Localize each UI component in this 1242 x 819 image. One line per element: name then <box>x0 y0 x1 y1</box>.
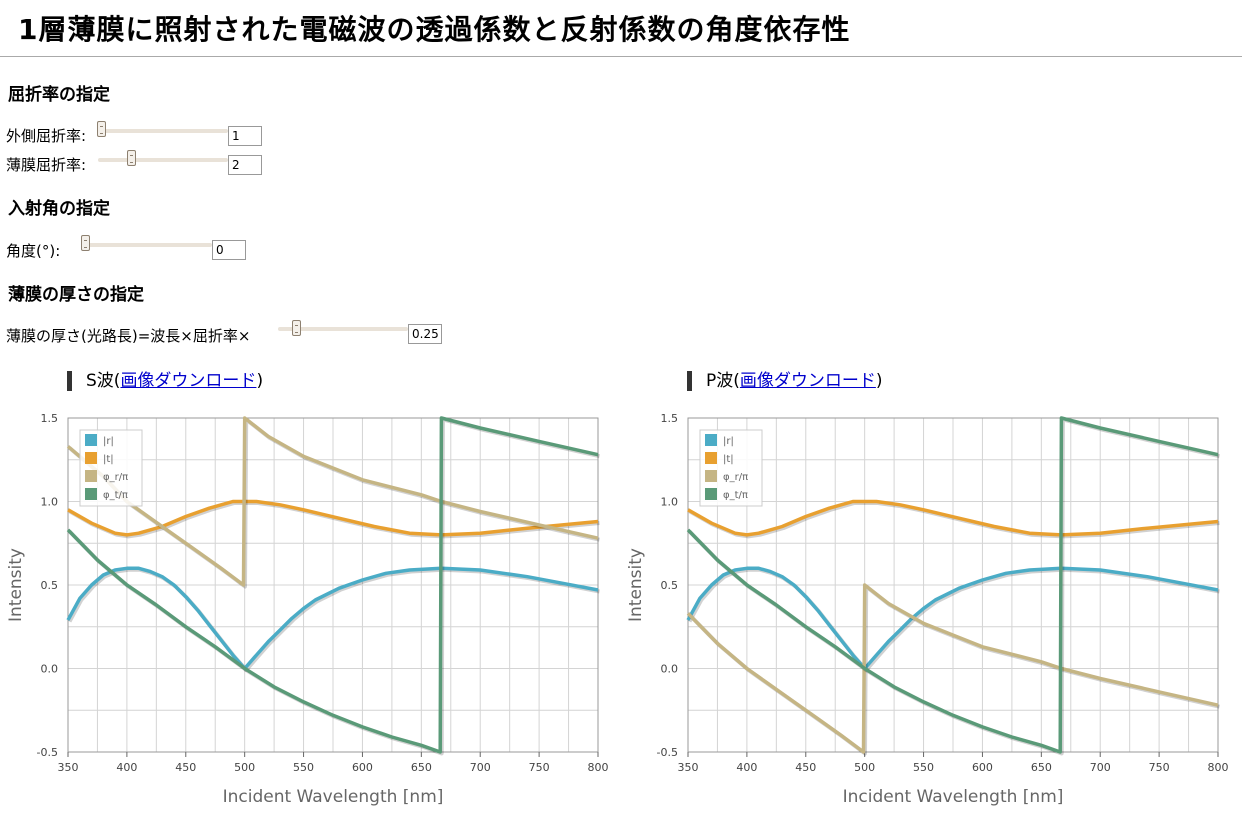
y-tick-label: 1.5 <box>661 412 679 425</box>
legend-label: |t| <box>103 454 114 465</box>
angle-label: 角度(°): <box>6 242 61 260</box>
outer-index-slider[interactable] <box>98 129 228 133</box>
y-tick-label: 0.5 <box>661 579 679 592</box>
x-tick-label: 800 <box>1208 761 1229 774</box>
plot-frame <box>67 417 599 753</box>
y-tick-label: 1.0 <box>41 496 59 509</box>
title-divider <box>0 56 1242 57</box>
thickness-input[interactable] <box>408 324 442 344</box>
x-tick-label: 550 <box>293 761 314 774</box>
y-tick-label: -0.5 <box>37 746 58 759</box>
series-shadow <box>68 417 600 589</box>
p-wave-label: P波( <box>706 371 740 391</box>
legend-label: φ_r/π <box>103 472 128 483</box>
film-index-label: 薄膜屈折率: <box>6 156 87 174</box>
y-axis-label: Intensity <box>6 548 26 622</box>
legend-label: |t| <box>723 454 734 465</box>
x-tick-label: 700 <box>470 761 491 774</box>
s-wave-close: ) <box>256 371 264 391</box>
angle-slider[interactable] <box>82 243 212 247</box>
series-shadow <box>688 584 1220 756</box>
thickness-label: 薄膜の厚さ(光路長)=波長×屈折率× <box>6 327 251 345</box>
x-tick-label: 350 <box>58 761 79 774</box>
film-index-slider[interactable] <box>98 158 228 162</box>
header-bar <box>67 371 72 391</box>
x-tick-label: 500 <box>234 761 255 774</box>
legend-swatch <box>85 488 97 500</box>
x-tick-label: 400 <box>736 761 757 774</box>
x-tick-label: 750 <box>529 761 550 774</box>
x-axis-label: Incident Wavelength [nm] <box>843 787 1064 807</box>
y-tick-label: 1.5 <box>41 412 59 425</box>
angle-input[interactable] <box>212 240 246 260</box>
x-tick-label: 450 <box>795 761 816 774</box>
p-wave-download-link[interactable]: 画像ダウンロード <box>739 371 876 391</box>
y-tick-label: -0.5 <box>657 746 678 759</box>
thickness-slider-handle[interactable] <box>292 320 301 336</box>
legend-label: φ_t/π <box>723 490 748 501</box>
x-tick-label: 500 <box>854 761 875 774</box>
series-line-3 <box>686 416 1219 754</box>
film-index-input[interactable] <box>228 155 262 175</box>
film-index-slider-handle[interactable] <box>127 150 136 166</box>
y-tick-label: 0.0 <box>661 663 679 676</box>
outer-index-input[interactable] <box>228 126 262 146</box>
legend-label: |r| <box>723 436 734 447</box>
series-line-1 <box>687 499 1219 537</box>
x-tick-label: 600 <box>972 761 993 774</box>
series-line-2 <box>66 416 599 587</box>
legend-swatch <box>85 434 97 446</box>
x-axis-label: Incident Wavelength [nm] <box>223 787 444 807</box>
series-shadow <box>688 417 1220 756</box>
y-tick-label: 0.5 <box>41 579 59 592</box>
thickness-heading: 薄膜の厚さの指定 <box>8 285 144 305</box>
plot-frame <box>687 417 1219 753</box>
legend: |r| |t| φ_r/π φ_t/π <box>79 429 143 507</box>
incidence-angle-heading: 入射角の指定 <box>8 199 110 219</box>
outer-index-label: 外側屈折率: <box>6 127 87 145</box>
x-tick-label: 650 <box>1031 761 1052 774</box>
s-wave-label: S波( <box>86 371 121 391</box>
x-tick-label: 600 <box>352 761 373 774</box>
legend-swatch <box>85 452 97 464</box>
legend: |r| |t| φ_r/π φ_t/π <box>699 429 763 507</box>
thickness-slider[interactable] <box>278 327 408 331</box>
p-wave-chart: 350 400 450 500 550 600 650 700 750 800 1.5 1.0 0.5 0… <box>626 412 1229 807</box>
outer-index-slider-handle[interactable] <box>97 121 106 137</box>
legend-label: |r| <box>103 436 114 447</box>
s-wave-download-link[interactable]: 画像ダウンロード <box>120 371 257 391</box>
legend-label: φ_t/π <box>103 490 128 501</box>
x-tick-label: 700 <box>1090 761 1111 774</box>
x-tick-label: 350 <box>678 761 699 774</box>
y-tick-label: 1.0 <box>661 496 679 509</box>
y-axis-label: Intensity <box>626 548 646 622</box>
p-wave-close: ) <box>875 371 883 391</box>
legend-label: φ_r/π <box>723 472 748 483</box>
y-tick-label: 0.0 <box>41 663 59 676</box>
x-tick-label: 750 <box>1149 761 1170 774</box>
x-tick-label: 800 <box>588 761 609 774</box>
x-tick-label: 400 <box>116 761 137 774</box>
x-tick-label: 650 <box>411 761 432 774</box>
series-line-2 <box>686 583 1219 754</box>
angle-slider-handle[interactable] <box>81 235 90 251</box>
series-line-1 <box>67 499 599 537</box>
refractive-index-heading: 屈折率の指定 <box>8 85 110 105</box>
page-title: 1層薄膜に照射された電磁波の透過係数と反射係数の角度依存性 <box>18 13 851 46</box>
header-bar <box>687 371 692 391</box>
x-tick-label: 450 <box>175 761 196 774</box>
s-wave-header: S波(画像ダウンロード) <box>67 366 263 391</box>
legend-swatch <box>705 452 717 464</box>
s-wave-chart: 350 400 450 500 550 600 650 700 750 800 1.5 1.0 0.5 0… <box>6 412 609 807</box>
p-wave-header: P波(画像ダウンロード) <box>687 366 883 391</box>
legend-swatch <box>85 470 97 482</box>
legend-swatch <box>705 488 717 500</box>
legend-swatch <box>705 434 717 446</box>
series-line-3 <box>66 416 599 754</box>
x-tick-label: 550 <box>913 761 934 774</box>
legend-swatch <box>705 470 717 482</box>
